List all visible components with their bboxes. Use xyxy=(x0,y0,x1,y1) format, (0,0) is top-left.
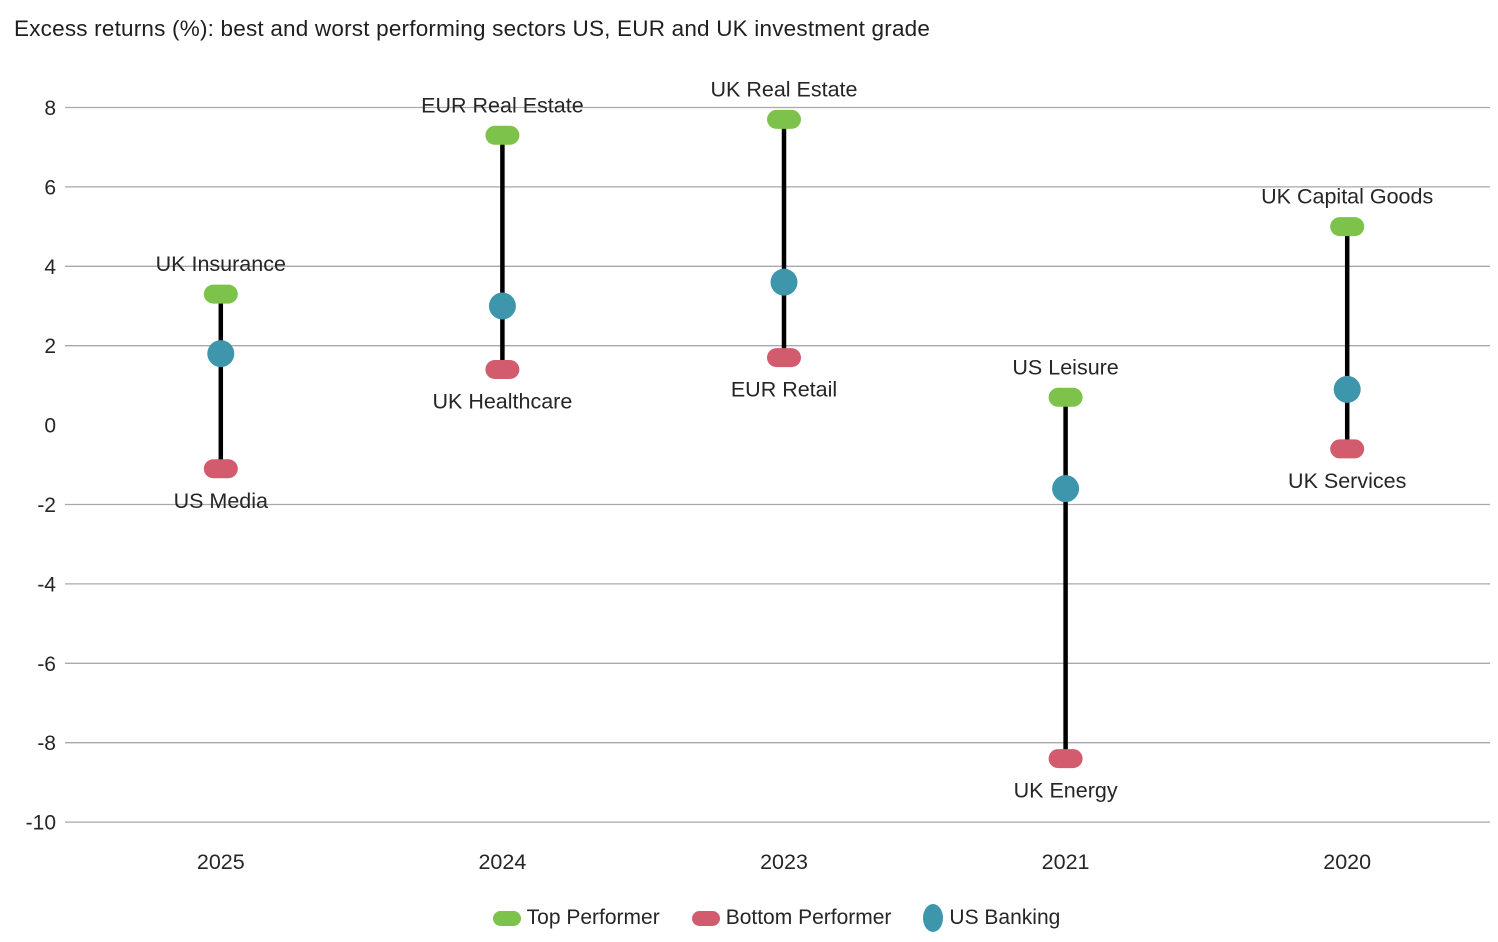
top-performer-marker xyxy=(767,109,801,129)
top-performer-swatch-icon xyxy=(492,910,521,926)
us-banking-swatch-icon xyxy=(923,904,944,932)
top-performer-marker xyxy=(1330,217,1365,237)
legend-label: US Banking xyxy=(949,906,1061,929)
us-banking-marker xyxy=(207,340,235,368)
bottom-performer-label: UK Healthcare xyxy=(432,390,572,414)
y-tick-label: 4 xyxy=(44,256,56,279)
top-performer-label: US Leisure xyxy=(1012,355,1118,379)
us-banking-marker xyxy=(1052,475,1080,503)
legend-item-bottom-performer: Bottom Performer xyxy=(691,906,892,930)
x-tick-label: 2021 xyxy=(1042,850,1090,874)
y-tick-label: 0 xyxy=(44,415,56,438)
x-tick-label: 2024 xyxy=(478,850,526,874)
y-tick-label: 8 xyxy=(44,97,56,120)
top-performer-marker xyxy=(1048,387,1083,407)
bottom-performer-label: UK Services xyxy=(1288,469,1406,493)
top-performer-label: UK Insurance xyxy=(156,252,286,276)
y-tick-label: -4 xyxy=(37,573,56,596)
bottom-performer-label: US Media xyxy=(174,489,268,513)
legend-label: Bottom Performer xyxy=(725,906,892,929)
top-performer-label: EUR Real Estate xyxy=(421,93,584,117)
bottom-performer-marker xyxy=(203,459,238,479)
y-tick-label: -8 xyxy=(37,732,56,755)
us-banking-marker xyxy=(770,268,798,296)
legend-label: Top Performer xyxy=(526,906,660,929)
top-performer-label: UK Capital Goods xyxy=(1261,185,1433,209)
bottom-performer-label: EUR Retail xyxy=(731,378,837,402)
y-tick-label: -2 xyxy=(37,494,56,517)
bottom-performer-swatch-icon xyxy=(691,910,720,926)
y-tick-label: 2 xyxy=(44,335,56,358)
bottom-performer-marker xyxy=(767,348,801,368)
y-tick-label: -6 xyxy=(37,653,56,676)
us-banking-marker xyxy=(488,292,516,320)
x-tick-label: 2020 xyxy=(1323,850,1371,874)
us-banking-marker xyxy=(1333,375,1361,403)
bottom-performer-marker xyxy=(1330,439,1365,459)
bottom-performer-marker xyxy=(485,360,520,380)
legend-item-us-banking: US Banking xyxy=(923,904,1060,932)
top-performer-marker xyxy=(485,125,520,145)
top-performer-marker xyxy=(203,284,238,304)
bottom-performer-label: UK Energy xyxy=(1014,779,1118,803)
top-performer-label: UK Real Estate xyxy=(711,77,858,101)
x-tick-label: 2025 xyxy=(197,850,245,874)
x-tick-label: 2023 xyxy=(760,850,808,874)
legend-item-top-performer: Top Performer xyxy=(492,906,660,930)
y-tick-label: 6 xyxy=(44,176,56,199)
y-tick-label: -10 xyxy=(26,812,56,835)
chart-title: Excess returns (%): best and worst perfo… xyxy=(14,16,931,41)
legend: Top Performer Bottom Performer US Bankin… xyxy=(65,898,1488,938)
bottom-performer-marker xyxy=(1048,749,1083,769)
